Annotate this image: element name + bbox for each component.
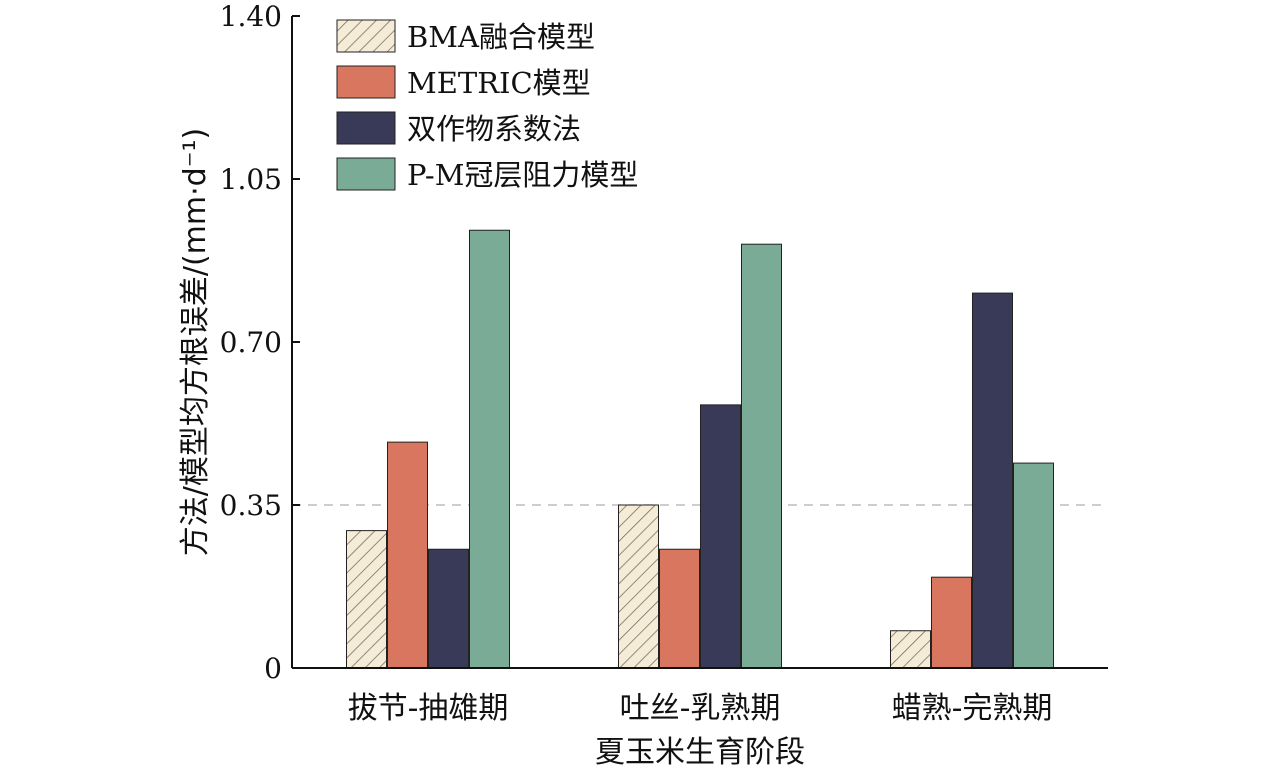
bar bbox=[890, 630, 931, 669]
x-axis-title: 夏玉米生育阶段 bbox=[595, 735, 805, 770]
bars-layer bbox=[346, 229, 1054, 669]
bar bbox=[387, 441, 428, 669]
bar bbox=[659, 548, 700, 669]
y-tick-label: 1.05 bbox=[220, 163, 282, 196]
bar bbox=[1013, 462, 1054, 669]
bar bbox=[428, 548, 469, 669]
legend-label: METRIC模型 bbox=[407, 66, 591, 100]
y-tick-label: 1.40 bbox=[220, 0, 282, 33]
legend-label: P-M冠层阻力模型 bbox=[407, 158, 638, 192]
y-tick-label: 0.35 bbox=[220, 489, 282, 522]
legend-label: 双作物系数法 bbox=[407, 112, 581, 146]
x-tick-label: 吐丝-乳熟期 bbox=[620, 691, 781, 726]
x-tick-labels: 拔节-抽雄期 吐丝-乳熟期 蜡熟-完熟期 bbox=[348, 691, 1053, 726]
bar bbox=[700, 404, 741, 669]
bar bbox=[346, 530, 387, 669]
legend-swatch bbox=[336, 111, 396, 145]
bar bbox=[618, 504, 659, 669]
y-tick-label: 0 bbox=[264, 652, 282, 685]
y-ticks: 0 0.35 0.70 1.05 1.40 bbox=[220, 0, 300, 685]
bar bbox=[741, 243, 782, 669]
y-axis-title: 方法/模型均方根误差/(mm·d⁻¹) bbox=[178, 128, 213, 557]
x-tick-label: 拔节-抽雄期 bbox=[348, 691, 509, 726]
bar bbox=[469, 229, 510, 669]
bar bbox=[931, 576, 972, 669]
legend-swatch bbox=[336, 65, 396, 99]
y-tick-label: 0.70 bbox=[220, 326, 282, 359]
legend-swatch bbox=[336, 157, 396, 191]
x-tick-label: 蜡熟-完熟期 bbox=[892, 691, 1053, 726]
legend-label: BMA融合模型 bbox=[407, 20, 595, 54]
legend-swatch bbox=[336, 19, 396, 53]
bar bbox=[972, 292, 1013, 669]
